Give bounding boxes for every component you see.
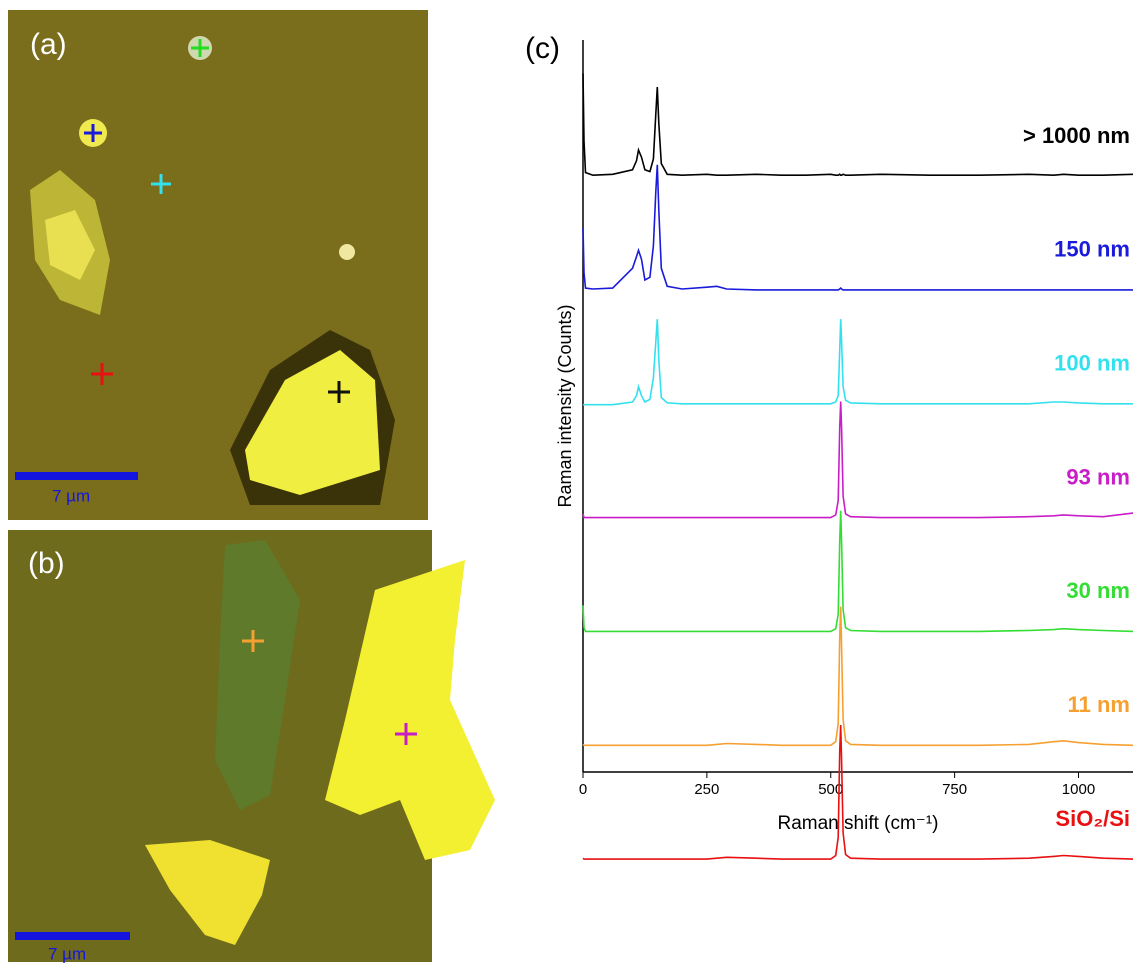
panel-label: (c) xyxy=(525,32,560,65)
y-axis-label: Raman intensity (Counts) xyxy=(555,304,575,507)
spectrum xyxy=(582,510,1134,633)
scale-label: 7 µm xyxy=(52,486,90,505)
legend-label: > 1000 nm xyxy=(1023,123,1130,148)
legend-label: 150 nm xyxy=(1054,237,1130,262)
x-tick-label: 1000 xyxy=(1062,781,1095,798)
x-axis-label: Raman shift (cm⁻¹) xyxy=(778,813,939,834)
x-tick-label: 0 xyxy=(579,781,587,798)
panel-label: (b) xyxy=(28,547,65,580)
spectrum xyxy=(582,606,1134,747)
legend-label: 11 nm xyxy=(1068,692,1130,717)
legend-label: 93 nm xyxy=(1066,464,1130,489)
spectrum xyxy=(582,164,1133,291)
spectrum xyxy=(582,401,1134,519)
spectrum xyxy=(583,319,1133,406)
x-tick-label: 750 xyxy=(942,781,967,798)
x-tick-label: 250 xyxy=(694,781,719,798)
scale-label: 7 µm xyxy=(48,944,86,963)
spectrum xyxy=(582,73,1134,177)
panel-label: (a) xyxy=(30,28,67,61)
micrograph-b: (b) 7 µm xyxy=(8,530,495,963)
legend-label: 30 nm xyxy=(1066,578,1130,603)
x-tick-label: 500 xyxy=(818,781,843,798)
legend-label: 100 nm xyxy=(1054,350,1130,375)
legend-label: SiO₂/Si xyxy=(1055,806,1130,831)
spectrum xyxy=(582,724,1134,860)
micrograph-a: (a) 7 µm xyxy=(8,10,428,520)
